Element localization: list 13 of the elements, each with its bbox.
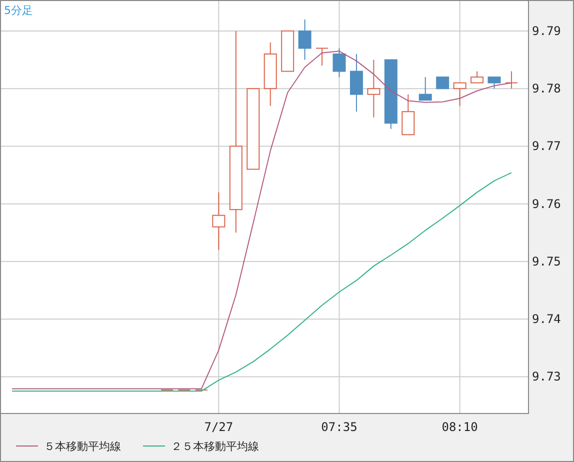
y-tick-label: 9.74 — [532, 312, 561, 326]
y-tick-label: 9.76 — [532, 196, 561, 211]
y-tick-label: 9.73 — [532, 370, 561, 384]
y-tick-label: 9.78 — [532, 82, 561, 96]
legend-label: ２５本移動平均線 — [171, 440, 259, 453]
legend-label: ５本移動平均線 — [44, 440, 121, 453]
x-tick-label: 07:35 — [321, 420, 358, 434]
y-tick-label: 9.79 — [532, 24, 561, 38]
chart-title: 5分足 — [4, 4, 33, 17]
y-tick-label: 9.75 — [532, 254, 561, 268]
x-tick-label: 7/27 — [204, 420, 234, 434]
x-tick-label: 08:10 — [442, 420, 478, 434]
y-tick-label: 9.77 — [532, 139, 561, 154]
